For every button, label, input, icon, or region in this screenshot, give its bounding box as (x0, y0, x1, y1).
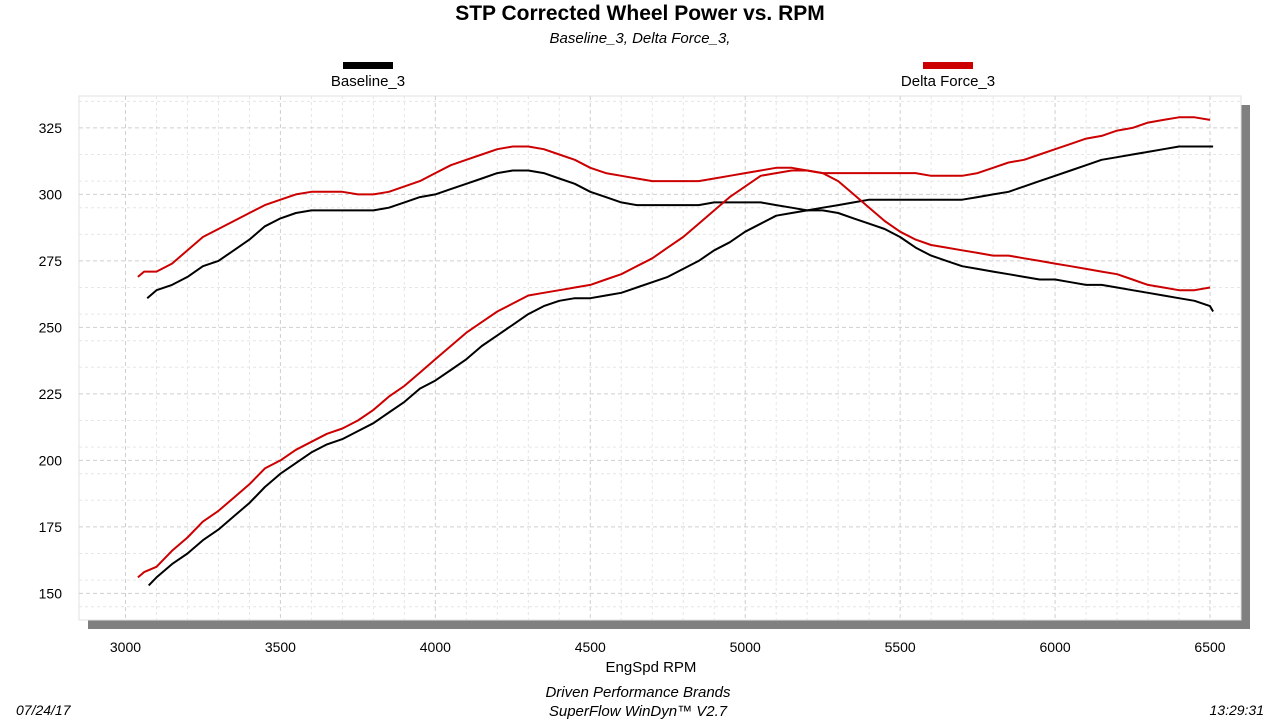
series-line-baseline-3-power (146, 145, 1214, 299)
footer-credits: Driven Performance Brands SuperFlow WinD… (0, 683, 1276, 721)
x-tick-label: 6500 (1194, 639, 1225, 655)
y-tick-label: 300 (39, 186, 63, 202)
x-tick-label: 4500 (575, 639, 606, 655)
y-tick-label: 325 (39, 120, 63, 136)
y-tick-label: 250 (39, 319, 63, 335)
legend-swatch-baseline (343, 62, 393, 69)
y-tick-label: 200 (39, 452, 63, 468)
legend-label-delta-force: Delta Force_3 (900, 73, 996, 90)
legend-swatch-delta-force (923, 62, 973, 69)
legend-item-delta-force: Delta Force_3 (888, 62, 1008, 90)
series-line-delta-force-3-torque (137, 169, 1211, 579)
x-tick-label: 5500 (885, 639, 916, 655)
x-tick-label: 3000 (110, 639, 141, 655)
x-axis: 3000 3500 4000 4500 5000 5500 6000 6500 (110, 639, 1226, 655)
x-tick-label: 6000 (1040, 639, 1071, 655)
x-tick-label: 3500 (265, 639, 296, 655)
x-tick-label: 4000 (420, 639, 451, 655)
y-axis: 150 175 200 225 250 275 300 325 (39, 120, 63, 601)
footer-company: Driven Performance Brands (545, 684, 731, 701)
x-axis-label: EngSpd RPM (606, 659, 697, 676)
chart-title: STP Corrected Wheel Power vs. RPM (455, 2, 825, 25)
y-tick-label: 175 (39, 519, 63, 535)
footer-time: 13:29:31 (1209, 702, 1265, 718)
chart-subtitle: Baseline_3, Delta Force_3, (549, 30, 731, 47)
plot-shadow-bottom (88, 620, 1250, 629)
legend-item-baseline: Baseline_3 (318, 62, 418, 90)
plot-area (78, 95, 1242, 621)
grid (79, 96, 1241, 620)
footer-date: 07/24/17 (16, 702, 71, 718)
x-tick-label: 5000 (730, 639, 761, 655)
series-line-baseline-3-torque (147, 209, 1214, 587)
y-tick-label: 275 (39, 253, 63, 269)
series-lines (137, 116, 1214, 587)
y-tick-label: 150 (39, 585, 63, 601)
y-tick-label: 225 (39, 386, 63, 402)
legend-label-baseline: Baseline_3 (330, 73, 406, 90)
series-line-delta-force-3-power (137, 116, 1211, 278)
footer-software: SuperFlow WinDyn™ V2.7 (548, 703, 728, 720)
plot-shadow-right (1241, 105, 1250, 629)
